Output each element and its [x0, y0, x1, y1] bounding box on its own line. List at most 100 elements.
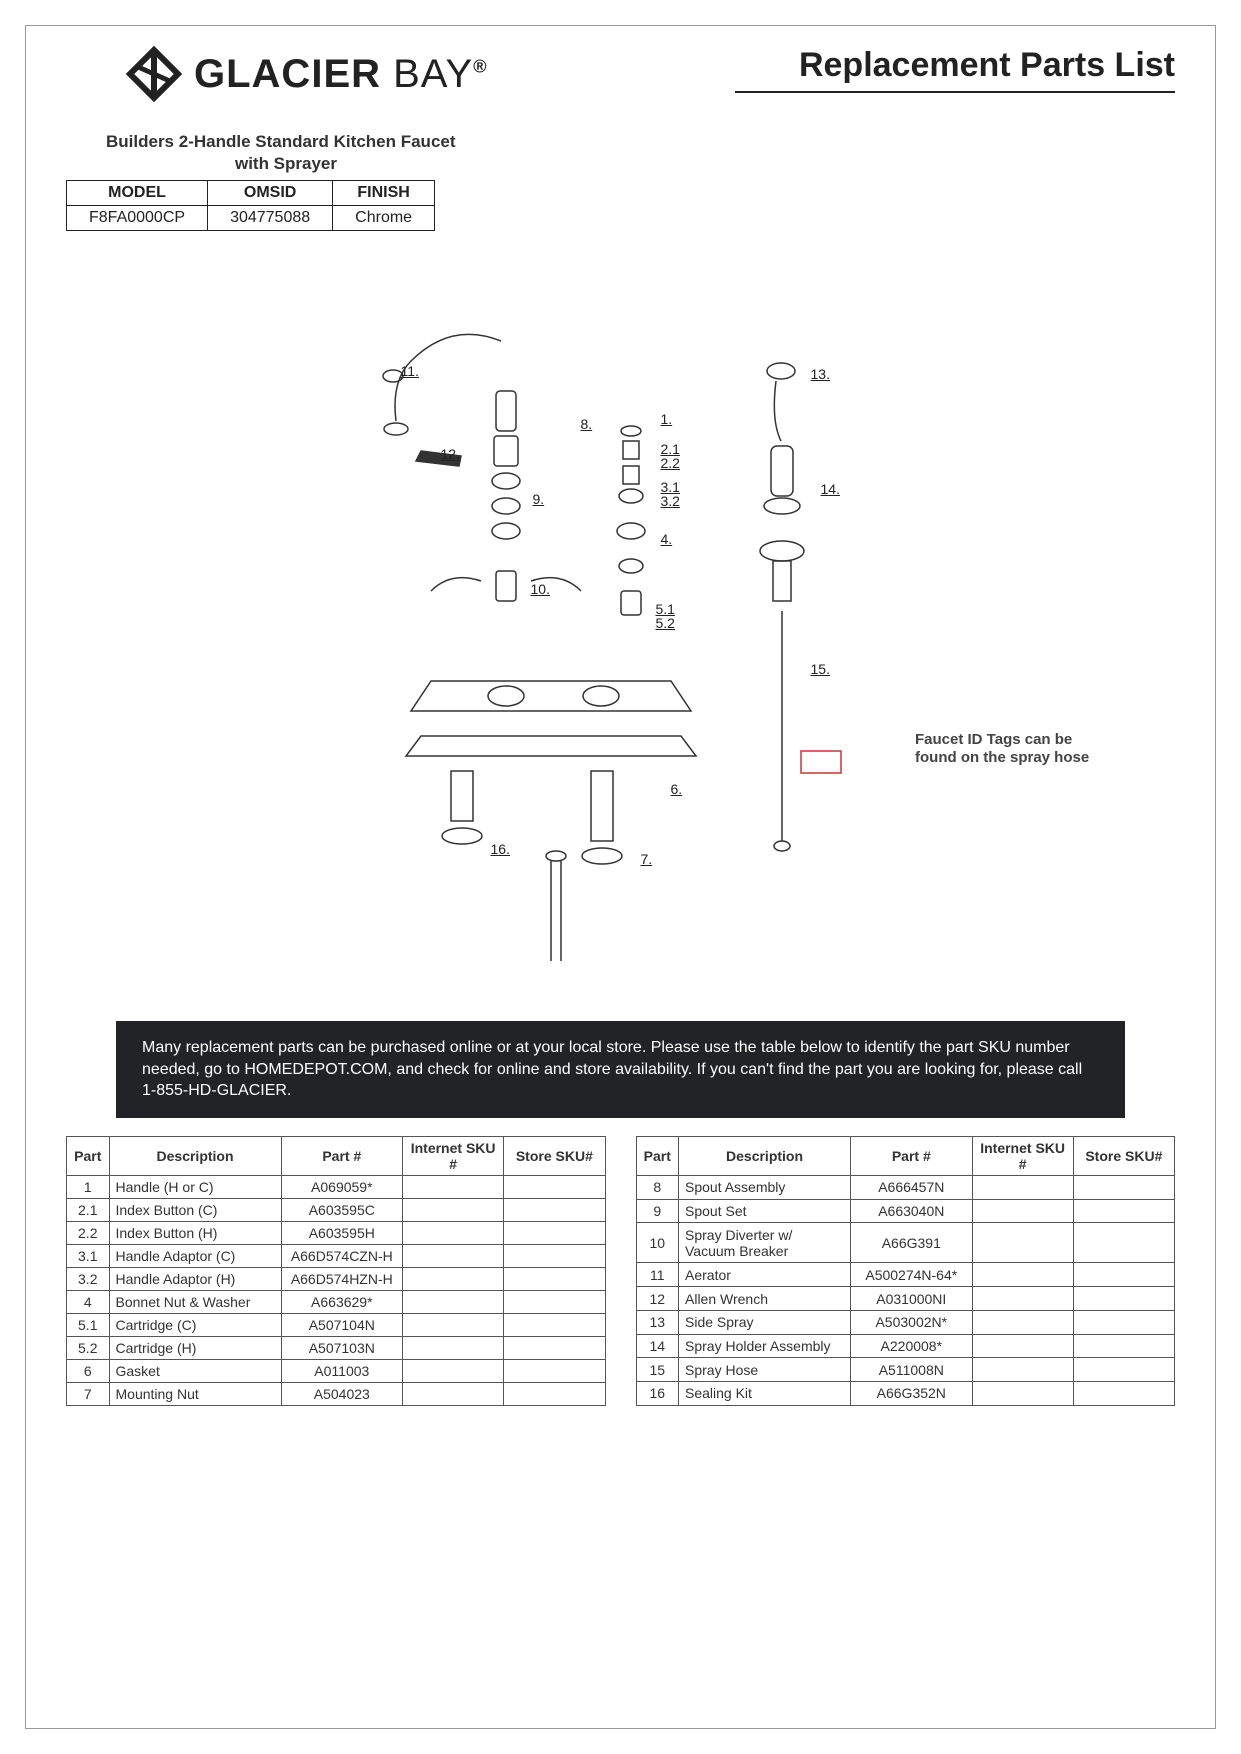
cell-partnum: A66G391	[851, 1223, 972, 1263]
cell-partnum: A663040N	[851, 1199, 972, 1223]
cell-isku	[972, 1263, 1073, 1287]
cell-partnum: A011003	[281, 1359, 402, 1382]
model-cell-finish: Chrome	[333, 206, 435, 231]
cell-part: 7	[67, 1382, 110, 1405]
brand-name: GLACIER BAY®	[194, 52, 487, 97]
parts-row: 3.2Handle Adaptor (H)A66D574HZN-H	[67, 1267, 606, 1290]
parts-table-right: Part Description Part # Internet SKU # S…	[636, 1136, 1176, 1406]
parts-table-left: Part Description Part # Internet SKU # S…	[66, 1136, 606, 1406]
cell-part: 2.2	[67, 1221, 110, 1244]
cell-partnum: A507104N	[281, 1313, 402, 1336]
parts-row: 4Bonnet Nut & WasherA663629*	[67, 1290, 606, 1313]
parts-row: 15Spray HoseA511008N	[636, 1358, 1175, 1382]
cell-partnum: A220008*	[851, 1334, 972, 1358]
cell-desc: Index Button (H)	[109, 1221, 281, 1244]
callout-14: 14.	[821, 481, 840, 497]
cell-ssku	[504, 1198, 605, 1221]
cell-partnum: A666457N	[851, 1175, 972, 1199]
parts-row: 5.1Cartridge (C)A507104N	[67, 1313, 606, 1336]
cell-part: 12	[636, 1287, 679, 1311]
cell-ssku	[504, 1175, 605, 1198]
callout-2-2: 2.2	[661, 455, 680, 471]
cell-desc: Spray Holder Assembly	[679, 1334, 851, 1358]
parts-row: 16Sealing KitA66G352N	[636, 1382, 1175, 1406]
cell-part: 5.1	[67, 1313, 110, 1336]
cell-ssku	[504, 1336, 605, 1359]
cell-desc: Handle Adaptor (H)	[109, 1267, 281, 1290]
cell-part: 15	[636, 1358, 679, 1382]
cell-part: 3.2	[67, 1267, 110, 1290]
cell-partnum: A031000NI	[851, 1287, 972, 1311]
cell-desc: Index Button (C)	[109, 1198, 281, 1221]
cell-ssku	[1073, 1175, 1174, 1199]
callout-16: 16.	[491, 841, 510, 857]
callout-8: 8.	[581, 416, 593, 432]
col-desc: Description	[109, 1136, 281, 1175]
cell-desc: Cartridge (H)	[109, 1336, 281, 1359]
cell-isku	[972, 1175, 1073, 1199]
callout-11: 11.	[401, 363, 419, 379]
parts-row: 2.1Index Button (C)A603595C	[67, 1198, 606, 1221]
cell-part: 6	[67, 1359, 110, 1382]
title-underline	[735, 91, 1175, 93]
cell-isku	[972, 1358, 1073, 1382]
cell-isku	[403, 1382, 504, 1405]
cell-part: 8	[636, 1175, 679, 1199]
cell-ssku	[504, 1244, 605, 1267]
cell-ssku	[1073, 1199, 1174, 1223]
cell-isku	[972, 1382, 1073, 1406]
cell-partnum: A603595C	[281, 1198, 402, 1221]
cell-part: 11	[636, 1263, 679, 1287]
model-table: MODEL OMSID FINISH F8FA0000CP 304775088 …	[66, 180, 435, 231]
cell-isku	[972, 1310, 1073, 1334]
col-isku: Internet SKU #	[403, 1136, 504, 1175]
cell-isku	[403, 1359, 504, 1382]
cell-part: 16	[636, 1382, 679, 1406]
cell-ssku	[504, 1359, 605, 1382]
cell-desc: Allen Wrench	[679, 1287, 851, 1311]
cell-isku	[403, 1175, 504, 1198]
cell-partnum: A511008N	[851, 1358, 972, 1382]
model-cell-model: F8FA0000CP	[67, 206, 208, 231]
col-part: Part	[636, 1136, 679, 1175]
cell-partnum: A507103N	[281, 1336, 402, 1359]
col-desc: Description	[679, 1136, 851, 1175]
cell-isku	[972, 1334, 1073, 1358]
cell-desc: Spout Set	[679, 1199, 851, 1223]
info-banner: Many replacement parts can be purchased …	[116, 1021, 1125, 1118]
callout-4: 4.	[661, 531, 673, 547]
cell-partnum: A504023	[281, 1382, 402, 1405]
cell-desc: Cartridge (C)	[109, 1313, 281, 1336]
col-part: Part	[67, 1136, 110, 1175]
cell-isku	[972, 1223, 1073, 1263]
col-num: Part #	[851, 1136, 972, 1175]
cell-partnum: A069059*	[281, 1175, 402, 1198]
cell-ssku	[504, 1267, 605, 1290]
cell-part: 14	[636, 1334, 679, 1358]
cell-desc: Aerator	[679, 1263, 851, 1287]
model-header-model: MODEL	[67, 181, 208, 206]
exploded-diagram-area: 11. 12. 8. 9. 10. 1. 2.1 2.2 3.1 3.2 4. …	[66, 251, 1175, 1011]
parts-row: 11AeratorA500274N-64*	[636, 1263, 1175, 1287]
page-title-block: Replacement Parts List	[735, 46, 1175, 93]
brand-text-1: GLAC	[194, 52, 311, 96]
callout-5-2: 5.2	[656, 615, 675, 631]
parts-row: 7Mounting NutA504023	[67, 1382, 606, 1405]
callout-1: 1.	[661, 411, 673, 427]
parts-row: 10Spray Diverter w/ Vacuum BreakerA66G39…	[636, 1223, 1175, 1263]
parts-row: 9Spout SetA663040N	[636, 1199, 1175, 1223]
cell-partnum: A603595H	[281, 1221, 402, 1244]
cell-partnum: A663629*	[281, 1290, 402, 1313]
cell-ssku	[504, 1290, 605, 1313]
brand-text-2: IER	[311, 52, 381, 96]
parts-row: 6GasketA011003	[67, 1359, 606, 1382]
parts-header-row: Part Description Part # Internet SKU # S…	[636, 1136, 1175, 1175]
cell-ssku	[1073, 1223, 1174, 1263]
page-frame: GLACIER BAY® Replacement Parts List Buil…	[25, 25, 1216, 1729]
glacier-bay-logo-icon	[126, 46, 182, 102]
cell-part: 3.1	[67, 1244, 110, 1267]
cell-part: 4	[67, 1290, 110, 1313]
cell-isku	[403, 1244, 504, 1267]
cell-isku	[972, 1287, 1073, 1311]
cell-desc: Handle Adaptor (C)	[109, 1244, 281, 1267]
